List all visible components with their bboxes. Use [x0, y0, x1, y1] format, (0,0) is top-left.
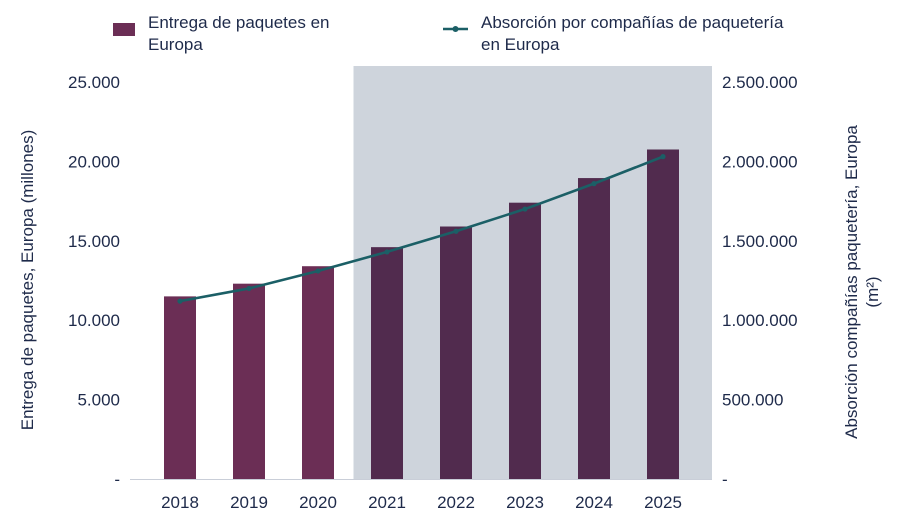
line-point-2020: [315, 268, 321, 274]
bar-2023: [509, 202, 541, 480]
line-point-2018: [177, 298, 183, 304]
line-point-2024: [591, 181, 597, 187]
legend-line-marker: [452, 26, 459, 32]
right-tick-label: 1.500.000: [722, 232, 798, 251]
x-tick-label: 2018: [161, 493, 199, 512]
bar-2021: [371, 247, 403, 479]
bar-2025: [647, 149, 679, 480]
legend-bar-label-line2: Europa: [148, 35, 203, 54]
right-axis-title-line2: (m²): [863, 276, 882, 307]
right-tick-label: 2.500.000: [722, 73, 798, 92]
x-tick-label: 2025: [644, 493, 682, 512]
bar-2024: [578, 178, 610, 479]
legend-line-label-line2: en Europa: [481, 35, 560, 54]
legend-bar-swatch: [113, 23, 135, 36]
line-point-2025: [660, 154, 666, 160]
line-point-2021: [384, 249, 390, 255]
x-tick-label: 2023: [506, 493, 544, 512]
line-point-2019: [246, 285, 252, 292]
left-tick-label: 25.000: [68, 73, 120, 92]
left-axis-title: Entrega de paquetes, Europa (millones): [18, 130, 37, 431]
right-tick-label: 2.000.000: [722, 152, 798, 171]
line-series: [179, 155, 664, 303]
legend-bar-label-line1: Entrega de paquetes en: [148, 13, 329, 32]
right-tick-label: 500.000: [722, 391, 783, 410]
x-tick-label: 2021: [368, 493, 406, 512]
right-tick-label: -: [722, 470, 728, 489]
bar-2019: [233, 283, 265, 479]
x-tick-label: 2022: [437, 493, 475, 512]
x-tick-label: 2024: [575, 493, 613, 512]
line-point-2023: [522, 206, 528, 212]
left-tick-label: -: [114, 470, 120, 489]
left-tick-label: 10.000: [68, 311, 120, 330]
left-tick-label: 5.000: [77, 391, 120, 410]
bar-2022: [440, 226, 472, 479]
bar-2020: [302, 266, 334, 479]
x-tick-label: 2019: [230, 493, 268, 512]
x-tick-label: 2020: [299, 493, 337, 512]
right-axis-title-line1: Absorción compañías paquetería, Europa: [842, 125, 861, 439]
line-point-2022: [453, 228, 459, 234]
right-tick-label: 1.000.000: [722, 311, 798, 330]
legend-line-label-line1: Absorción por compañías de paquetería: [481, 13, 784, 32]
left-tick-label: 20.000: [68, 152, 120, 171]
bar-2018: [164, 296, 196, 479]
left-tick-label: 15.000: [68, 232, 120, 251]
